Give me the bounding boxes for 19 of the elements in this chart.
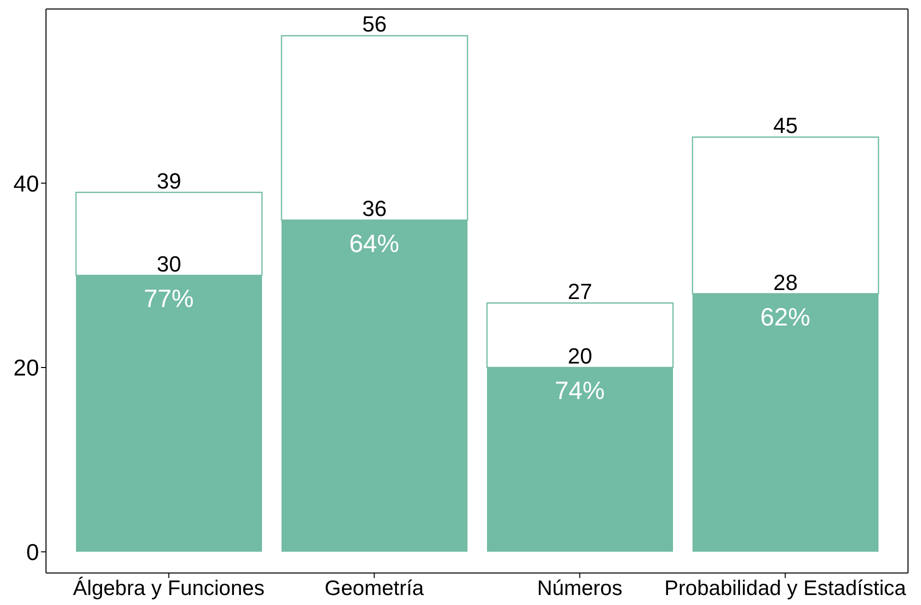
total-label: 39 xyxy=(156,168,182,194)
annotation: 62% xyxy=(760,304,810,332)
annotation: 77% xyxy=(144,285,194,314)
annotation: 64% xyxy=(349,230,400,258)
data-label: 28 xyxy=(773,270,798,295)
total-label: 56 xyxy=(362,12,387,37)
annotation: 74% xyxy=(554,377,605,406)
y-tick-label: 40 xyxy=(13,170,39,196)
y-tick-label: 0 xyxy=(26,538,39,565)
data-label: 36 xyxy=(362,196,387,222)
x-tick-label: Álgebra y Funciones xyxy=(73,576,264,600)
data-label: 30 xyxy=(156,251,182,276)
y-tick-label: 20 xyxy=(13,354,39,381)
data-label: 20 xyxy=(568,343,592,368)
x-tick-label: Números xyxy=(537,576,622,600)
x-tick-label: Probabilidad y Estadística xyxy=(664,576,906,600)
total-label: 45 xyxy=(773,113,798,138)
total-label: 27 xyxy=(568,278,592,304)
x-tick-label: Geometría xyxy=(324,576,424,600)
